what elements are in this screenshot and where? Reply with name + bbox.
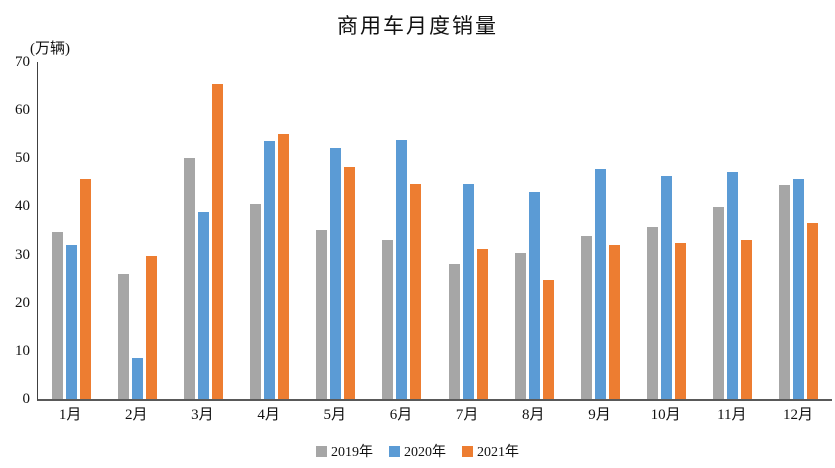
x-axis-label-2月: 2月: [125, 407, 148, 423]
bar-2021年-2月: [145, 255, 157, 399]
bar-2021年-1月: [79, 178, 91, 399]
x-axis-label-11月: 11月: [717, 407, 747, 423]
bar-group-12月: [766, 62, 832, 399]
chart-title: 商用车月度销量: [337, 14, 498, 38]
bar-group-2月: [104, 62, 170, 399]
bar-2019年-9月: [580, 236, 592, 399]
bar-2021年-10月: [675, 242, 687, 399]
x-axis-label-12月: 12月: [782, 407, 813, 423]
y-axis-tick-labels: 0 10 20 30 40 50 60 70: [0, 54, 30, 407]
bar-group-8月: [501, 62, 567, 399]
bar-2020年-12月: [793, 179, 805, 399]
x-axis-label-3月: 3月: [191, 407, 214, 423]
bar-2019年-7月: [448, 263, 460, 399]
bar-2020年-9月: [594, 169, 606, 399]
bar-2019年-1月: [51, 232, 63, 399]
x-axis-label-5月: 5月: [323, 407, 347, 423]
bar-2020年-7月: [462, 183, 474, 399]
legend-swatch-icon: [316, 445, 327, 457]
legend-item-2020年: 2020年: [389, 441, 446, 461]
bar-2019年-4月: [250, 203, 262, 399]
x-axis-label-7月: 7月: [455, 407, 479, 423]
legend-item-2019年: 2019年: [316, 441, 373, 461]
bar-group-9月: [567, 62, 633, 399]
x-axis-label-4月: 4月: [257, 407, 280, 423]
bar-2019年-8月: [514, 252, 526, 399]
legend-label: 2019年: [331, 445, 373, 460]
bar-2019年-5月: [316, 230, 328, 399]
bar-group-7月: [435, 62, 501, 399]
bar-2020年-4月: [264, 140, 276, 399]
bar-2021年-4月: [278, 134, 290, 399]
x-axis-label-8月: 8月: [522, 407, 545, 423]
bar-2019年-2月: [117, 273, 129, 399]
bar-2019年-6月: [382, 240, 394, 399]
bar-group-3月: [170, 62, 236, 399]
bar-2019年-10月: [647, 227, 659, 399]
legend-swatch-icon: [462, 445, 473, 457]
bar-group-1月: [38, 62, 104, 399]
x-axis-label-6月: 6月: [389, 407, 413, 423]
x-axis-label-1月: 1月: [58, 407, 82, 423]
bar-2021年-8月: [542, 279, 554, 399]
legend-label: 2020年: [404, 445, 446, 460]
bar-2020年-1月: [65, 245, 77, 399]
legend: 2019年 2020年 2021年: [0, 441, 835, 461]
x-axis-label-9月: 9月: [588, 407, 611, 423]
bar-2020年-10月: [661, 175, 673, 399]
legend-swatch-icon: [389, 445, 400, 457]
legend-item-2021年: 2021年: [462, 441, 519, 461]
y-tick-label-0: 0: [22, 391, 31, 407]
y-tick-label-50: 50: [15, 150, 30, 167]
y-axis-unit-label: (万辆): [30, 41, 70, 57]
y-tick-label-60: 60: [15, 102, 30, 119]
bar-2020年-11月: [727, 171, 739, 399]
bar-2021年-9月: [608, 245, 620, 399]
bar-group-10月: [634, 62, 700, 399]
bar-2020年-5月: [330, 148, 342, 399]
y-tick-label-70: 70: [15, 54, 30, 70]
x-axis-label-10月: 10月: [650, 407, 681, 423]
bar-2021年-11月: [741, 239, 753, 399]
plot-area: [37, 62, 832, 401]
bar-2021年-5月: [344, 166, 356, 399]
bar-2020年-6月: [396, 140, 408, 399]
bar-group-5月: [303, 62, 369, 399]
bar-2020年-2月: [131, 357, 143, 399]
legend-label: 2021年: [477, 445, 519, 460]
bar-group-11月: [700, 62, 766, 399]
x-axis-labels: 1月 2月 3月 4月 5月 6月 7月 8月 9月 10月 11月 12月: [37, 403, 831, 424]
y-tick-label-20: 20: [15, 294, 30, 311]
bar-2019年-12月: [779, 184, 791, 399]
bar-group-6月: [369, 62, 435, 399]
y-tick-label-40: 40: [15, 198, 30, 215]
bar-2020年-8月: [528, 191, 540, 399]
bar-2021年-6月: [410, 184, 422, 399]
bar-group-4月: [237, 62, 303, 399]
bar-2021年-12月: [807, 223, 819, 399]
bar-2021年-3月: [211, 84, 223, 399]
bar-2019年-11月: [713, 206, 725, 399]
bar-2020年-3月: [197, 211, 209, 399]
bar-2019年-3月: [183, 157, 195, 399]
bar-2021年-7月: [476, 248, 488, 399]
y-tick-label-10: 10: [15, 342, 30, 359]
y-tick-label-30: 30: [15, 246, 30, 263]
